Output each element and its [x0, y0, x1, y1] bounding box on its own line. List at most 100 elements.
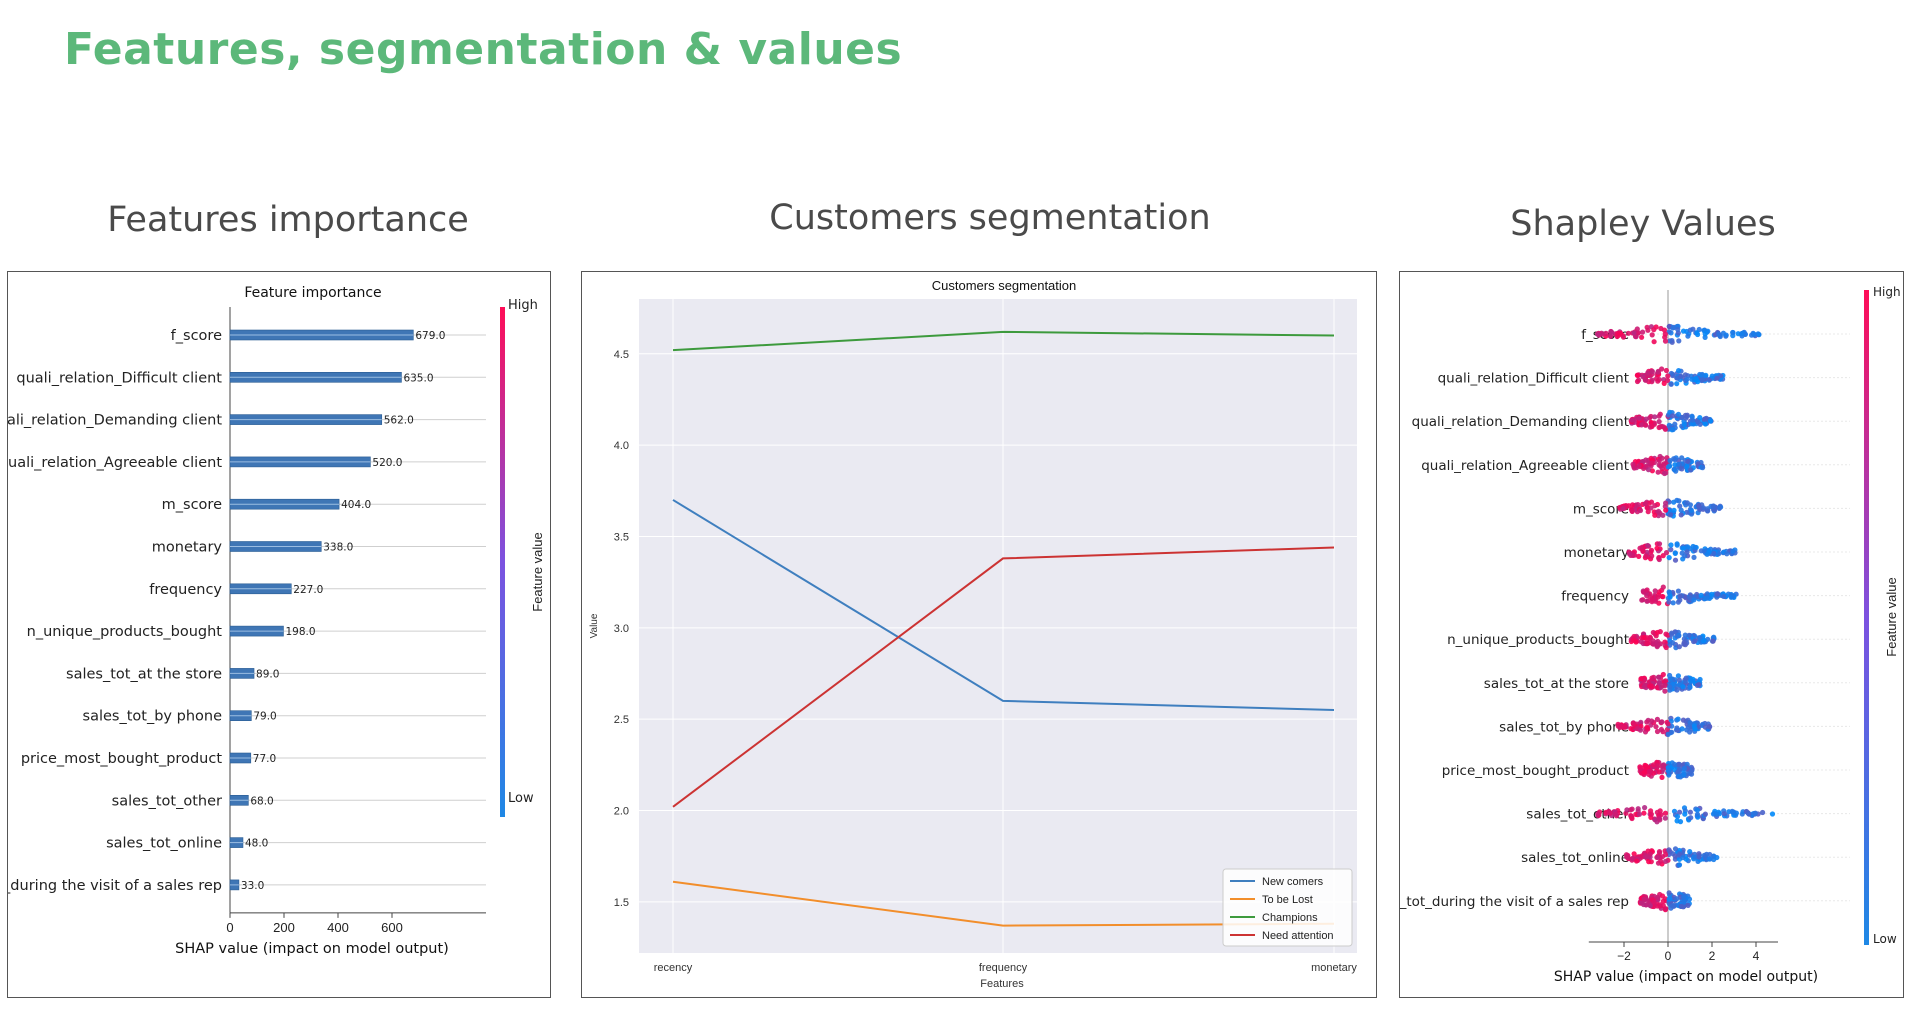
- shap-dot: [1654, 545, 1660, 551]
- shap-dot: [1656, 508, 1662, 515]
- shap-dot: [1672, 846, 1679, 852]
- shap-dot: [1666, 890, 1672, 896]
- x-tick-label: 600: [381, 920, 403, 935]
- colorbar: [1864, 290, 1869, 945]
- chart-title: Customers segmentation: [932, 278, 1077, 293]
- x-tick-label: 2: [1709, 949, 1716, 963]
- shap-dot: [1649, 368, 1655, 375]
- shap-dot: [1678, 373, 1684, 379]
- shap-dot: [1677, 819, 1684, 825]
- shap-dot: [1634, 326, 1640, 332]
- shap-dot: [1728, 594, 1734, 600]
- y-tick-label: 1.5: [614, 897, 629, 909]
- shap-dot: [1717, 333, 1723, 340]
- shap-dot: [1638, 676, 1644, 682]
- shap-dot: [1751, 331, 1757, 337]
- bar-value-label: 77.0: [253, 753, 276, 765]
- feature-label: quali_relation_Demanding client: [8, 413, 222, 429]
- shap-dot: [1640, 459, 1646, 465]
- shap-dot: [1672, 462, 1678, 468]
- shap-dot: [1662, 815, 1668, 821]
- shap-dot: [1691, 597, 1697, 603]
- shap-dot: [1681, 765, 1687, 772]
- shap-dot: [1730, 809, 1736, 816]
- shap-dot: [1657, 902, 1663, 908]
- shap-dot: [1663, 858, 1669, 865]
- shap-dot: [1669, 640, 1676, 646]
- shap-dot: [1677, 503, 1683, 509]
- shap-dot: [1681, 640, 1687, 646]
- shap-dot: [1636, 553, 1642, 559]
- shap-dot: [1710, 503, 1716, 509]
- shap-dot: [1684, 509, 1690, 515]
- shap-dot: [1709, 373, 1715, 379]
- colorbar-high-label: High: [1873, 285, 1901, 299]
- y-tick-label: 2.0: [614, 806, 629, 818]
- shap-dot: [1639, 334, 1645, 340]
- shap-dot: [1687, 594, 1693, 601]
- shap-dot: [1662, 688, 1668, 694]
- shap-dot: [1723, 332, 1729, 338]
- shap-dot: [1674, 896, 1680, 902]
- shap-dot: [1657, 850, 1663, 856]
- feature-dots: [1626, 541, 1738, 563]
- shap-dot: [1665, 632, 1671, 638]
- feature-dots: [1595, 323, 1762, 345]
- shapley-values-chart: f_scorequali_relation_Difficult clientqu…: [1365, 285, 1901, 985]
- shap-dot: [1667, 458, 1673, 464]
- feature-label: sales_tot_at the store: [1484, 676, 1629, 692]
- feature-label: quali_relation_Agreeable client: [8, 455, 222, 471]
- shap-dot: [1641, 634, 1647, 641]
- feature-label: sales_tot_during the visit of a sales re…: [1400, 894, 1629, 910]
- bar-value-label: 404.0: [341, 499, 371, 511]
- shap-dot: [1670, 426, 1676, 433]
- shap-dot: [1756, 332, 1762, 338]
- legend-box: [1222, 868, 1353, 947]
- x-tick-label: −2: [1617, 949, 1631, 963]
- shap-dot: [1648, 547, 1655, 553]
- shap-dot: [1663, 507, 1669, 513]
- feature-label: sales_tot_other: [112, 793, 222, 809]
- x-tick-label: 0: [1665, 949, 1672, 963]
- shap-dot: [1662, 852, 1669, 858]
- shap-dot: [1663, 500, 1669, 506]
- y-axis-label: Value: [589, 613, 600, 638]
- feature-dots: [1617, 497, 1724, 519]
- shap-dot: [1672, 761, 1678, 768]
- shap-dot: [1663, 678, 1669, 684]
- shap-dot: [1687, 849, 1693, 855]
- shap-dot: [1654, 728, 1661, 735]
- shap-dot: [1671, 507, 1677, 513]
- shap-dot: [1647, 768, 1654, 774]
- shap-dot: [1717, 504, 1723, 511]
- shap-dot: [1657, 424, 1663, 430]
- shap-dot: [1649, 468, 1655, 474]
- shap-dot: [1658, 812, 1664, 818]
- shap-dot: [1688, 678, 1694, 684]
- shap-dot: [1648, 811, 1654, 817]
- feature-label: quali_relation_Demanding client: [1412, 414, 1629, 430]
- shap-dot: [1690, 417, 1696, 423]
- shap-dot: [1675, 673, 1681, 679]
- bar-value-label: 68.0: [250, 795, 273, 807]
- shap-dot: [1702, 331, 1708, 337]
- shap-dot: [1721, 811, 1727, 817]
- shap-dot: [1675, 773, 1682, 779]
- shap-dot: [1635, 806, 1641, 812]
- shap-dot: [1654, 376, 1660, 382]
- shap-dot: [1660, 898, 1666, 904]
- shap-dot: [1672, 550, 1678, 556]
- shap-dot: [1603, 809, 1609, 816]
- shap-dot: [1697, 506, 1703, 513]
- shap-dot: [1613, 811, 1619, 817]
- x-tick-label: 400: [327, 920, 349, 935]
- bar-value-label: 89.0: [256, 668, 279, 680]
- shap-dot: [1630, 461, 1636, 467]
- shap-dot: [1676, 644, 1682, 650]
- shap-dot: [1670, 325, 1676, 331]
- shap-dot: [1652, 414, 1658, 420]
- legend-label: New comers: [1262, 876, 1324, 888]
- shap-dot: [1672, 853, 1678, 859]
- shap-dot: [1655, 854, 1661, 860]
- shap-dot: [1691, 723, 1697, 729]
